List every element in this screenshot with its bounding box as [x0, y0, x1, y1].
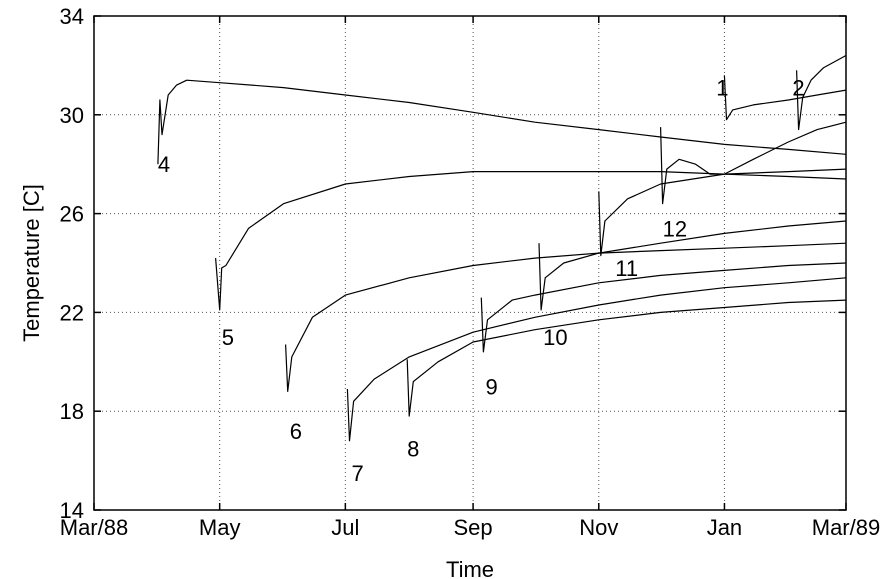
series-line-8 — [406, 299, 847, 417]
series-label-8: 8 — [407, 436, 419, 461]
series-line-11 — [598, 168, 847, 257]
x-tick-label: Nov — [579, 515, 618, 540]
series-label-7: 7 — [352, 461, 364, 486]
series-line-1 — [723, 75, 847, 121]
x-tick-label: Mar/89 — [812, 515, 880, 540]
series-lines — [157, 54, 847, 442]
y-tick-label: 34 — [60, 4, 84, 29]
plot-frame — [93, 15, 847, 511]
series-line-4 — [157, 79, 847, 165]
series-line-10 — [538, 220, 847, 311]
series-label-9: 9 — [485, 375, 497, 400]
series-line-5 — [215, 171, 847, 311]
grid-lines — [94, 16, 846, 510]
x-tick-label: Jan — [707, 515, 742, 540]
axis-ticks — [93, 15, 847, 511]
x-tick-label: Mar/88 — [60, 515, 128, 540]
series-label-5: 5 — [222, 325, 234, 350]
series-label-12: 12 — [663, 216, 687, 241]
series-line-2 — [796, 54, 847, 131]
series-line-9 — [480, 262, 847, 353]
y-tick-label: 26 — [60, 202, 84, 227]
series-label-1: 1 — [716, 76, 728, 101]
y-tick-label: 14 — [60, 498, 84, 523]
y-tick-label: 22 — [60, 300, 84, 325]
x-tick-label: May — [199, 515, 241, 540]
series-label-6: 6 — [290, 419, 302, 444]
x-axis-label: Time — [446, 557, 494, 579]
series-label-11: 11 — [615, 256, 638, 281]
series-label-4: 4 — [158, 152, 170, 177]
series-label-10: 10 — [543, 325, 567, 350]
series-line-6 — [285, 242, 847, 392]
series-label-2: 2 — [792, 76, 804, 101]
y-axis-label: Temperature [C] — [19, 184, 44, 342]
series-line-7 — [346, 277, 847, 442]
x-tick-label: Sep — [454, 515, 493, 540]
y-tick-label: 18 — [60, 399, 84, 424]
series-line-12 — [660, 121, 847, 205]
x-tick-label: Jul — [331, 515, 359, 540]
y-tick-label: 30 — [60, 103, 84, 128]
